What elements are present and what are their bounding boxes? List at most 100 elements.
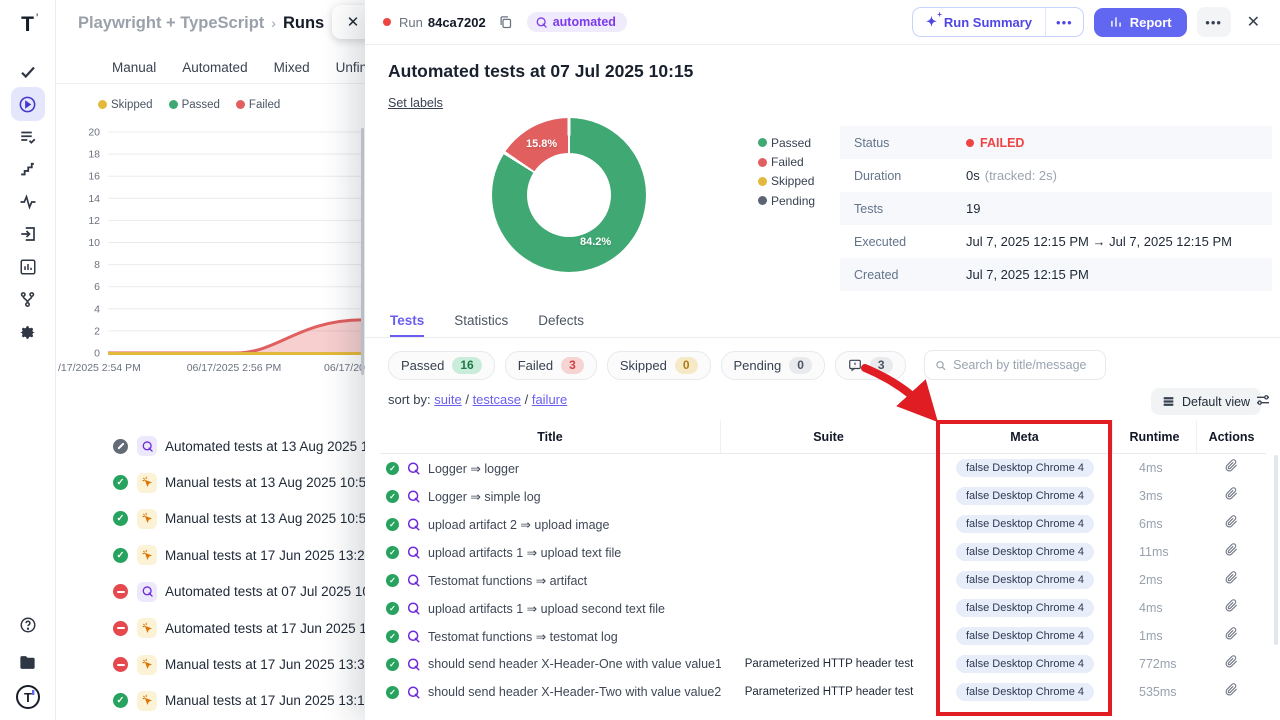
default-view-button[interactable]: Default view [1151,388,1261,415]
col-meta[interactable]: Meta [937,420,1113,453]
col-suite[interactable]: Suite [721,420,937,453]
chart-legend: Skipped Passed Failed [98,99,280,111]
artifact-link-icon[interactable] [1225,571,1238,589]
sidebar-item-checklists[interactable] [11,120,45,154]
artifact-link-icon[interactable] [1225,459,1238,477]
svg-text:10: 10 [88,237,100,249]
artifact-link-icon[interactable] [1225,655,1238,673]
skipped-count-badge: 0 [675,357,698,374]
table-row[interactable]: should send header X-Header-Two with val… [380,678,1266,706]
sidebar-item-settings[interactable] [11,315,45,349]
table-row[interactable]: Testomat functions ⇒ testomat log false … [380,622,1266,650]
table-row[interactable]: upload artifact 2 ⇒ upload image false D… [380,510,1266,538]
table-row[interactable]: upload artifacts 1 ⇒ upload text file fa… [380,538,1266,566]
sparkles-icon: ✦+ [926,14,937,30]
run-list-item[interactable]: Manual tests at 13 Aug 2025 10:52 fro [56,501,365,537]
artifact-link-icon[interactable] [1225,627,1238,645]
svg-text:14: 14 [88,193,100,205]
status-passed-icon [386,686,399,699]
panel-topbar: Run 84ca7202 automated ✦+ Run Summary ••… [365,0,1280,45]
view-settings-icon[interactable] [1255,392,1271,413]
account-avatar[interactable]: T [11,680,45,714]
run-list-item[interactable]: Manual tests at 17 Jun 2025 13:29 fron [56,537,365,573]
breadcrumb: Playwright + TypeScript › Runs [56,0,365,46]
sidebar-item-docs[interactable] [11,645,45,679]
sidebar-item-reports[interactable] [11,250,45,284]
table-row[interactable]: Logger ⇒ logger false Desktop Chrome 4 4… [380,454,1266,482]
status-passed-icon [113,475,128,490]
manual-run-icon [137,473,157,493]
sidebar-item-runs[interactable] [11,87,45,121]
run-list-item[interactable]: Automated tests at 07 Jul 2025 10:15 [56,574,365,610]
filter-comments[interactable]: 3 [835,351,906,380]
status-passed-icon [386,602,399,615]
run-list-item[interactable]: Automated tests at 17 Jun 2025 13:30 [56,610,365,646]
col-runtime[interactable]: Runtime [1113,420,1197,453]
artifact-link-icon[interactable] [1225,599,1238,617]
pending-count-badge: 0 [789,357,812,374]
table-row[interactable]: Testomat functions ⇒ artifact false Desk… [380,566,1266,594]
table-row[interactable]: should send header X-Header-One with val… [380,650,1266,678]
sidebar-item-help[interactable] [11,608,45,642]
filter-passed[interactable]: Passed16 [388,351,495,380]
table-row[interactable]: upload artifacts 1 ⇒ upload second text … [380,594,1266,622]
legend-passed: Passed [169,99,220,111]
svg-text:T: T [24,690,32,705]
app-root: T' [0,0,1280,720]
run-list-item[interactable]: Manual tests at 17 Jun 2025 13:15 from [56,683,365,719]
run-list-item[interactable]: Manual tests at 13 Aug 2025 10:54 2 [56,464,365,500]
runs-list: Automated tests at 13 Aug 2025 15:53 Man… [56,428,365,719]
info-row-status: Status FAILED [840,126,1272,159]
copy-run-id-button[interactable] [498,15,513,30]
run-summary-button[interactable]: ✦+ Run Summary [913,8,1045,36]
report-button[interactable]: Report [1094,8,1187,37]
filter-skipped[interactable]: Skipped0 [607,351,711,380]
col-title[interactable]: Title [380,420,721,453]
status-passed-icon [386,490,399,503]
automated-test-icon [406,573,421,588]
run-list-item[interactable]: Manual tests at 17 Jun 2025 13:31 from [56,646,365,682]
failed-dot-icon [383,18,391,26]
meta-badge: false Desktop Chrome 4 [956,487,1094,505]
tab-automated[interactable]: Automated [182,60,247,75]
automated-badge[interactable]: automated [527,12,627,32]
sidebar-item-tests[interactable] [11,55,45,89]
sort-by-failure[interactable]: failure [532,392,567,407]
filter-failed[interactable]: Failed3 [505,351,597,380]
scrollbar[interactable] [361,128,364,375]
status-failed-icon [113,621,128,636]
close-icon[interactable]: ✕ [1241,8,1266,36]
tab-defects[interactable]: Defects [538,305,584,337]
svg-text:06/17/2025: 06/17/2025 [324,362,365,374]
sidebar-item-steps[interactable] [11,152,45,186]
sort-by-suite[interactable]: suite [434,392,461,407]
artifact-link-icon[interactable] [1225,683,1238,701]
sidebar-item-pulse[interactable] [11,185,45,219]
tab-statistics[interactable]: Statistics [454,305,508,337]
manual-run-icon [137,545,157,565]
tab-tests[interactable]: Tests [390,305,424,337]
svg-text:06/17/2025 2:56 PM: 06/17/2025 2:56 PM [187,362,282,374]
sidebar-item-import[interactable] [11,217,45,251]
breadcrumb-project[interactable]: Playwright + TypeScript [78,14,264,33]
more-options-button[interactable]: ••• [1197,7,1231,37]
artifact-link-icon[interactable] [1225,487,1238,505]
meta-badge: false Desktop Chrome 4 [956,571,1094,589]
table-row[interactable]: Logger ⇒ simple log false Desktop Chrome… [380,482,1266,510]
sort-by-testcase[interactable]: testcase [473,392,521,407]
artifact-link-icon[interactable] [1225,543,1238,561]
automated-run-icon [137,582,157,602]
filter-pending[interactable]: Pending0 [721,351,825,380]
status-passed-icon [113,548,128,563]
scrollbar[interactable] [1274,455,1278,645]
search-input[interactable] [953,358,1095,372]
col-actions[interactable]: Actions [1197,420,1266,453]
sidebar-item-branches[interactable] [11,282,45,316]
tab-mixed[interactable]: Mixed [274,60,310,75]
set-labels-link[interactable]: Set labels [388,96,443,110]
runs-filter-tabs: Manual Automated Mixed Unfini [56,52,365,84]
tab-manual[interactable]: Manual [112,60,156,75]
run-list-item[interactable]: Automated tests at 13 Aug 2025 15:53 [56,428,365,464]
artifact-link-icon[interactable] [1225,515,1238,533]
run-summary-more-button[interactable]: ••• [1045,8,1083,36]
